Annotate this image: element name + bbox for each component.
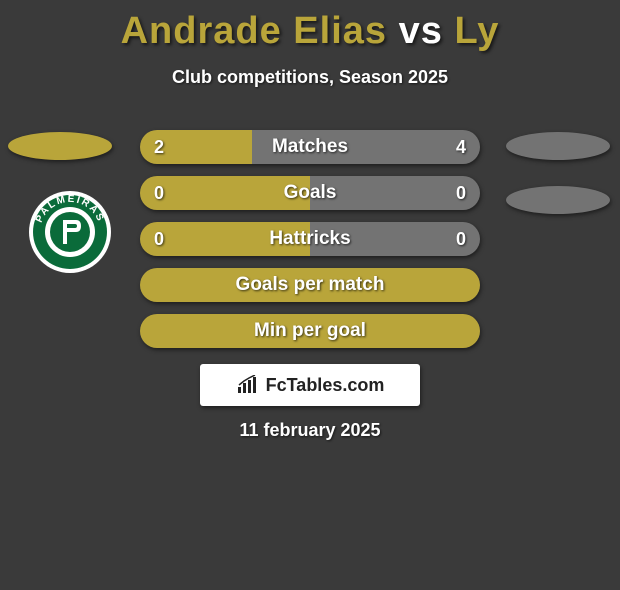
row-label: Goals <box>140 176 480 210</box>
club-crest-palmeiras: PALMEIRAS <box>28 190 112 274</box>
comparison-row: 24Matches <box>140 130 480 164</box>
side-ellipse <box>506 132 610 160</box>
row-label: Goals per match <box>140 268 480 302</box>
comparison-row: Goals per match <box>140 268 480 302</box>
row-label: Matches <box>140 130 480 164</box>
title-vs: vs <box>399 10 443 52</box>
comparison-row: 00Goals <box>140 176 480 210</box>
title-player2: Ly <box>454 10 499 52</box>
side-ellipse <box>506 186 610 214</box>
row-label: Hattricks <box>140 222 480 256</box>
subtitle: Club competitions, Season 2025 <box>0 67 620 88</box>
title-player1: Andrade Elias <box>121 10 387 52</box>
comparison-rows: 24Matches 00Goals 00Hattricks Goals per mat… <box>140 130 480 360</box>
site-badge: FcTables.com <box>200 364 420 406</box>
side-ellipse <box>8 132 112 160</box>
page-title: Andrade Elias vs Ly <box>0 10 620 53</box>
comparison-row: Min per goal <box>140 314 480 348</box>
comparison-row: 00Hattricks <box>140 222 480 256</box>
row-label: Min per goal <box>140 314 480 348</box>
site-badge-text: FcTables.com <box>266 375 385 396</box>
chart-icon <box>236 375 260 395</box>
date-text: 11 february 2025 <box>0 420 620 441</box>
